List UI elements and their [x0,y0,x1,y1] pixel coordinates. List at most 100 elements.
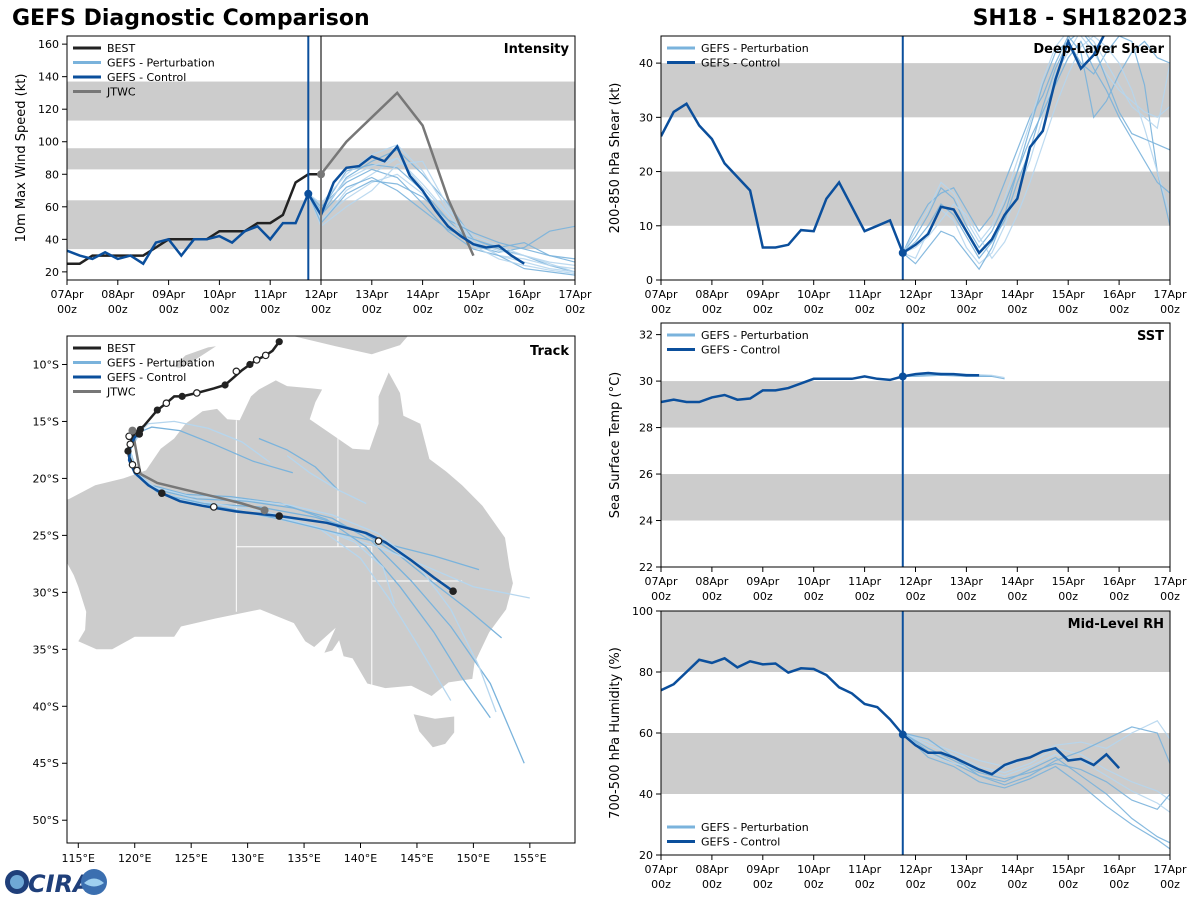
x-tick-label: 11Apr [848,288,882,301]
jtwc-line [308,91,475,257]
perturbation-line [307,168,575,276]
y-tick-label: 32 [639,329,653,342]
analysis-marker [898,730,907,739]
x-tick-label: 10Apr [797,288,831,301]
perturbation-track [286,455,367,505]
y-tick-label: 100 [632,605,653,618]
map-frame [66,335,576,844]
x-tick-label: 12Apr [899,863,933,876]
perturbation-line [902,36,1170,260]
y-tick-label: 80 [639,666,653,679]
x-tick-label: 10Apr [797,575,831,588]
panel-title: Track [530,344,569,359]
perturbation-line [902,726,1170,786]
x-tick-label-hour: 00z [957,590,977,603]
x-tick-label: 16Apr [1103,288,1137,301]
x-tick-label: 14Apr [1001,863,1035,876]
x-tick-label-hour: 00z [855,878,875,891]
x-tick-label-hour: 00z [311,303,331,316]
x-tick-label-hour: 00z [514,303,534,316]
lat-tick-label: 25°S [33,529,59,542]
best-position-open-marker [232,367,241,376]
y-tick-label: 30 [639,111,653,124]
chart-track: 115°E 120°E 125°E 130°E 135°E 140°E 145°E 150°E… [33,335,576,865]
x-tick-label: 11Apr [848,575,882,588]
x-tick-label: 13Apr [950,575,984,588]
perturbation-line [902,36,1170,260]
x-tick-label: 12Apr [304,288,338,301]
category-band [661,381,1170,428]
y-tick-label: 60 [639,727,653,740]
x-tick-label-hour: 00z [855,303,875,316]
lat-tick-label: 40°S [33,700,59,713]
cira-globe-inner [10,875,24,889]
lat-tick-label: 30°S [33,586,59,599]
perturbation-line [902,732,1170,813]
y-tick-label: 40 [639,57,653,70]
x-tick-label: 17Apr [558,288,592,301]
lon-tick-label: 150°E [457,852,490,865]
x-tick-label-hour: 00z [906,878,926,891]
chart-sst: 22 24 26 28 30 32 07Apr 00z 08Apr 00z 09Apr 00z 10Ap… [608,322,1187,603]
x-tick-label: 14Apr [1001,575,1035,588]
y-tick-label: 26 [639,468,653,481]
analysis-marker [898,248,907,257]
x-tick-label: 13Apr [950,288,984,301]
y-tick-label: 20 [639,166,653,179]
timor-landmass [174,346,216,368]
x-tick-label: 08Apr [695,863,729,876]
control-line [661,656,1121,776]
x-tick-label-hour: 00z [906,590,926,603]
y-tick-label: 60 [45,201,59,214]
storm-id: SH18 - SH182023 [972,6,1188,31]
x-tick-label: 15Apr [1052,575,1086,588]
x-tick-label-hour: 00z [804,878,824,891]
lat-tick-label: 15°S [33,415,59,428]
map-area [67,336,530,764]
legend-label: GEFS - Control [701,57,780,70]
y-tick-label: 20 [639,849,653,862]
jtwc-position-marker [260,506,269,515]
x-tick-label-hour: 00z [702,303,722,316]
x-tick-label-hour: 00z [1058,303,1078,316]
panel-title: Deep-Layer Shear [1033,42,1164,57]
y-tick-label: 10 [639,220,653,233]
x-tick-label: 17Apr [1153,288,1187,301]
y-tick-label: 0 [646,274,653,287]
x-tick-label-hour: 00z [651,878,671,891]
x-tick-label: 08Apr [695,575,729,588]
category-band [661,474,1170,521]
x-tick-label-hour: 00z [651,303,671,316]
x-tick-label-hour: 00z [210,303,230,316]
legend-label: JTWC [106,86,136,99]
category-band [661,171,1170,226]
lon-tick-label: 120°E [118,852,151,865]
best-position-open-marker [162,399,171,408]
perturbation-line [902,40,1170,271]
panel-title: SST [1137,329,1164,344]
category-band [661,63,1170,118]
x-tick-label-hour: 00z [1160,303,1180,316]
best-position-marker [153,406,161,414]
y-axis-label: 700-500 hPa Humidity (%) [608,647,623,819]
legend-label: GEFS - Perturbation [701,821,809,834]
x-tick-label: 15Apr [457,288,491,301]
x-tick-label-hour: 00z [702,878,722,891]
y-tick-label: 120 [38,103,59,116]
tasmania-landmass [413,714,455,748]
legend-label: GEFS - Control [107,371,186,384]
y-axis-label: 10m Max Wind Speed (kt) [14,74,29,243]
x-tick-label-hour: 00z [702,590,722,603]
y-tick-label: 24 [639,515,653,528]
best-position-open-marker [193,389,201,397]
plot-area [661,371,1170,521]
x-tick-label: 15Apr [1052,863,1086,876]
x-tick-label-hour: 00z [753,590,773,603]
x-tick-label: 14Apr [1001,288,1035,301]
legend-label: JTWC [106,386,136,399]
x-tick-label-hour: 00z [1007,303,1027,316]
best-position-open-marker [261,351,270,360]
analysis-marker [304,189,313,198]
x-tick-label-hour: 00z [753,878,773,891]
new-guinea-landmass [254,336,408,355]
